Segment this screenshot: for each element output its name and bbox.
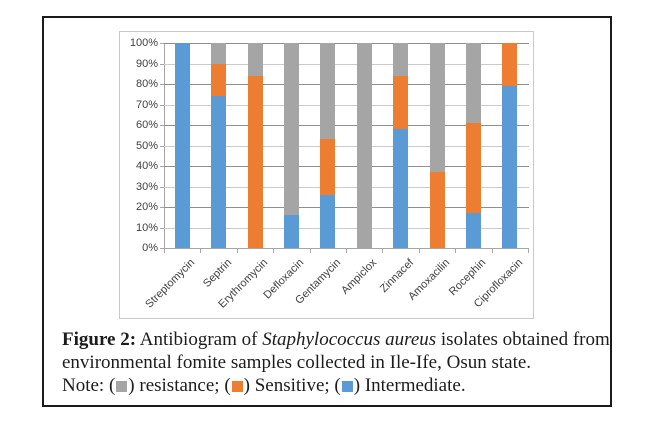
- bar-segment-sensitive-gentamycin: [320, 139, 336, 195]
- bar-segment-sensitive-septrin: [211, 63, 227, 97]
- bar-segment-resistance-amoxacilin: [429, 43, 445, 173]
- caption-text-a: Antibiogram of: [136, 329, 263, 350]
- gridline-80: [164, 84, 529, 85]
- bar-segment-intermediate-septrin: [211, 96, 227, 248]
- y-axis-tick: [160, 84, 164, 85]
- x-axis-tick: [164, 248, 165, 253]
- y-axis-tick-label: 10%: [135, 221, 158, 234]
- gridline-100: [164, 43, 529, 44]
- figure-label: Figure 2:: [62, 329, 137, 350]
- y-axis-tick: [160, 63, 164, 65]
- y-axis-tick-label: 20%: [135, 201, 158, 213]
- y-axis-tick: [160, 227, 164, 229]
- caption-text-b: isolates obtained from: [436, 329, 610, 350]
- y-axis-tick-label: 80%: [135, 78, 158, 90]
- y-axis-tick-label: 100%: [129, 37, 158, 49]
- y-axis-tick-label: 70%: [135, 98, 158, 111]
- y-axis-tick: [160, 207, 164, 208]
- bar-segment-resistance-erythromycin: [247, 43, 263, 76]
- caption: Figure 2: Antibiogram of Staphylococcus …: [62, 328, 610, 397]
- caption-line-2: environmental fomite samples collected i…: [62, 352, 532, 373]
- y-axis-tick: [160, 104, 164, 106]
- x-axis-tick: [528, 248, 529, 253]
- chart-area: 0% 10% 20% 30% 40% 50% 60% 70% 80% 90% 100% Strepto…: [119, 31, 534, 319]
- species-name: Staphylococcus aureus: [262, 329, 437, 350]
- bar-segment-intermediate-gentamycin: [320, 194, 336, 248]
- y-axis-tick-label: 0%: [142, 242, 158, 254]
- x-axis-tick: [382, 248, 384, 253]
- bar-segment-intermediate-zinnacef: [393, 129, 409, 248]
- y-axis-tick-label: 60%: [135, 119, 158, 131]
- bar-segment-sensitive-erythromycin: [247, 75, 263, 248]
- y-axis-tick-label: 50%: [135, 139, 158, 152]
- y-axis-tick: [160, 186, 164, 188]
- x-axis-tick: [455, 248, 457, 253]
- gridline-50: [164, 145, 529, 147]
- y-axis-tick-label: 90%: [135, 57, 158, 70]
- note-label: Note:: [62, 375, 109, 396]
- note-items: () resistance; () Sensitive; () Intermed…: [108, 375, 466, 396]
- x-axis-tick: [236, 248, 238, 253]
- bar-segment-sensitive-ciprofloxacin: [502, 43, 518, 87]
- x-axis-tick: [491, 248, 493, 253]
- y-axis-tick: [160, 125, 164, 126]
- bar-segment-intermediate-streptomycin: [174, 43, 190, 248]
- sensitive-swatch-icon: [231, 381, 243, 392]
- gridline-10: [164, 227, 529, 229]
- bar-segment-intermediate-ciprofloxacin: [502, 86, 518, 248]
- y-axis-tick: [160, 43, 164, 44]
- bar-segment-resistance-defloxacin: [283, 43, 299, 216]
- x-axis-tick: [309, 248, 311, 253]
- y-axis-tick: [160, 248, 164, 249]
- gridline-40: [164, 166, 529, 167]
- gridline-20: [164, 207, 529, 208]
- y-axis-tick-label: 30%: [135, 180, 158, 193]
- bar-segment-resistance-ampiclox: [356, 43, 372, 248]
- x-axis-tick: [200, 248, 202, 253]
- bar-segment-resistance-gentamycin: [320, 43, 336, 140]
- resistance-swatch-icon: [116, 381, 128, 392]
- caption-note: Note: () resistance; () Sensitive; () In…: [62, 374, 598, 397]
- bar-segment-resistance-rocephin: [465, 43, 481, 123]
- bar-segment-sensitive-zinnacef: [393, 75, 409, 130]
- bar-segment-sensitive-rocephin: [465, 122, 481, 214]
- y-axis-tick: [160, 166, 164, 167]
- gridline-70: [164, 104, 529, 106]
- x-axis-tick: [273, 248, 275, 253]
- caption-line-1: Figure 2: Antibiogram of Staphylococcus …: [62, 328, 610, 351]
- bar-segment-intermediate-defloxacin: [283, 215, 299, 248]
- x-axis-tick: [418, 248, 420, 253]
- y-axis-tick-label: 40%: [135, 160, 158, 172]
- bar-segment-resistance-septrin: [211, 43, 227, 64]
- bar-segment-sensitive-amoxacilin: [429, 172, 445, 248]
- bar-segment-resistance-zinnacef: [393, 43, 409, 76]
- gridline-60: [164, 125, 529, 126]
- y-axis-tick: [160, 145, 164, 147]
- bar-segment-intermediate-rocephin: [465, 213, 481, 248]
- gridline-30: [164, 186, 529, 188]
- intermediate-swatch-icon: [341, 381, 353, 392]
- x-axis-tick: [346, 248, 347, 253]
- gridline-90: [164, 63, 529, 65]
- figure-border: 0% 10% 20% 30% 40% 50% 60% 70% 80% 90% 100% Strepto…: [42, 16, 612, 407]
